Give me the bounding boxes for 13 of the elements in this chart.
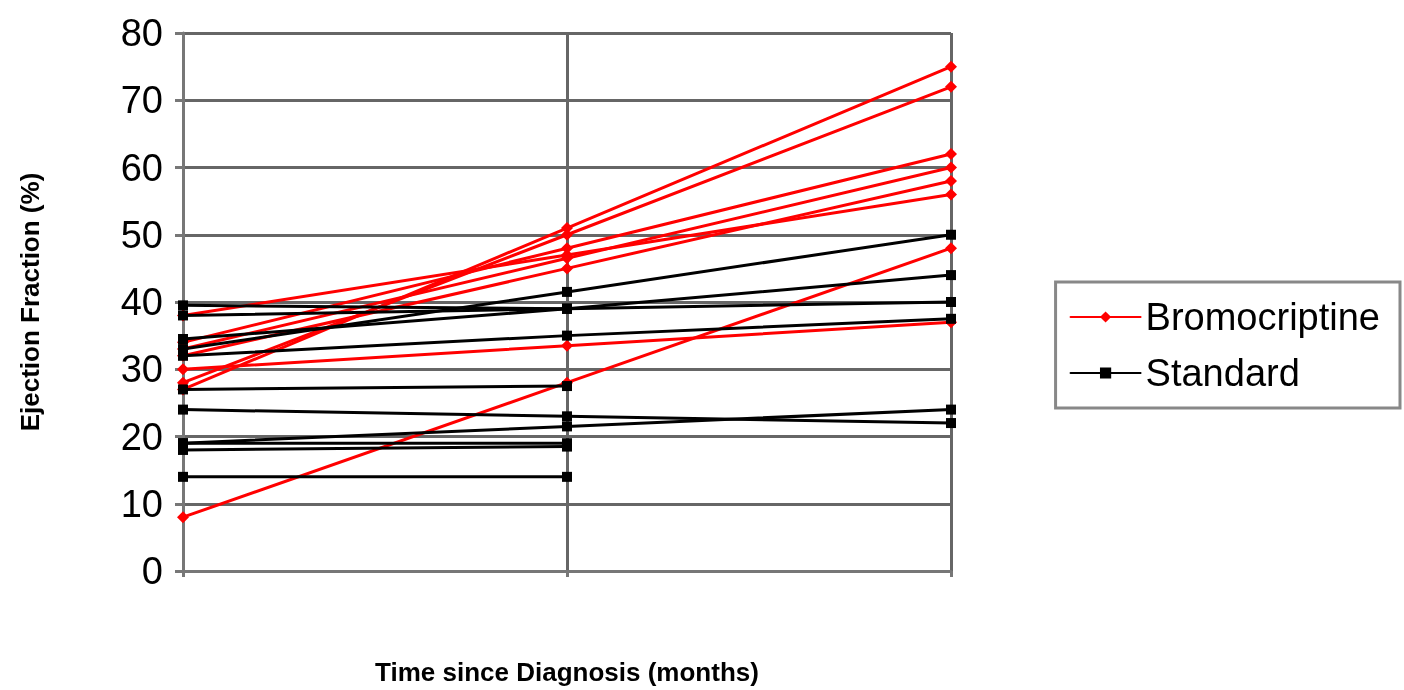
- legend-label: Bromocriptine: [1145, 296, 1380, 338]
- y-tick-label: 80: [120, 12, 163, 54]
- y-tick-label: 30: [120, 348, 163, 391]
- y-tick-label: 50: [120, 213, 163, 256]
- y-tick-label: 60: [120, 146, 163, 189]
- y-tick-label: 0: [141, 550, 163, 592]
- y-axis-title: Ejection Fraction (%): [15, 172, 45, 432]
- y-tick-label: 10: [120, 482, 163, 525]
- legend-label: Standard: [1145, 352, 1300, 394]
- x-axis-title: Time since Diagnosis (months): [375, 657, 759, 687]
- y-tick-label: 70: [120, 79, 163, 122]
- y-tick-label: 40: [120, 281, 163, 323]
- y-tick-label: 20: [120, 415, 163, 458]
